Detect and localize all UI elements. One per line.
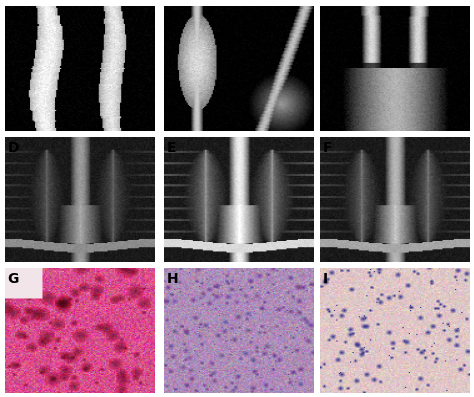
Text: C: C	[323, 10, 333, 24]
Text: B: B	[166, 10, 177, 24]
Text: F: F	[323, 141, 332, 155]
Text: H: H	[166, 272, 178, 286]
Text: A: A	[8, 10, 18, 24]
Text: D: D	[8, 141, 19, 155]
Text: G: G	[8, 272, 19, 286]
Text: E: E	[166, 141, 176, 155]
Text: I: I	[323, 272, 328, 286]
